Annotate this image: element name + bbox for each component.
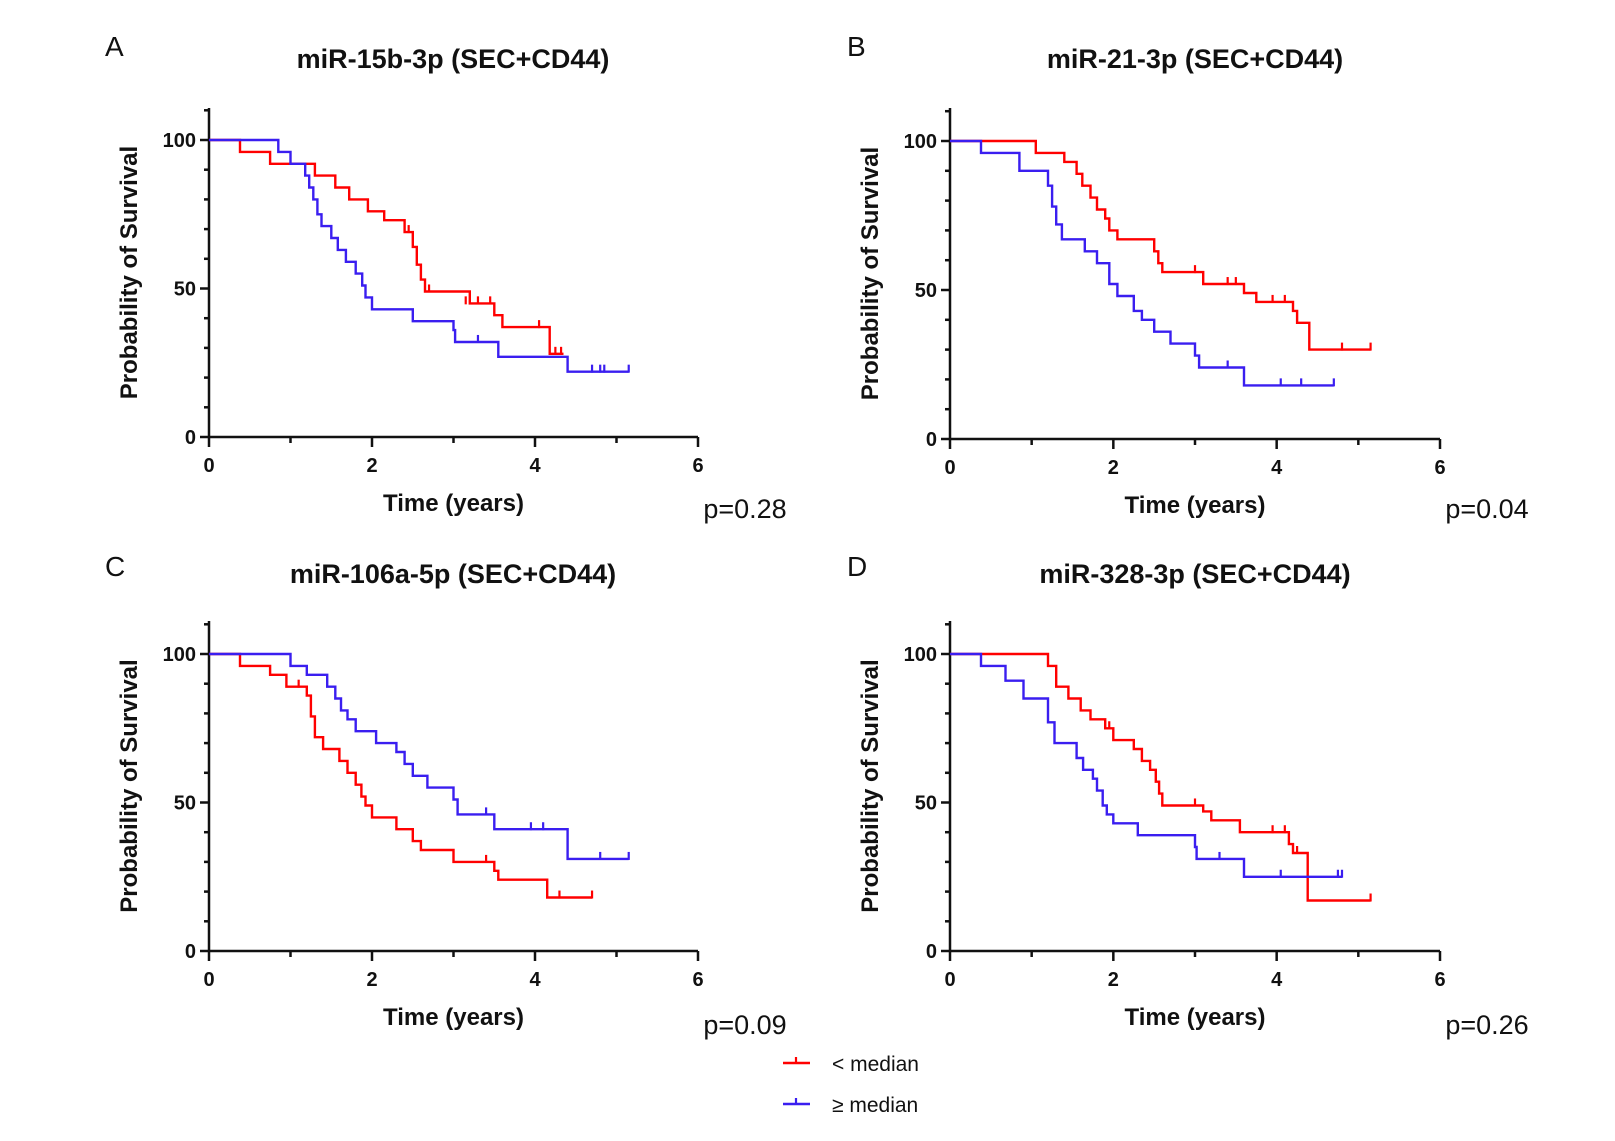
panel-title: miR-106a-5p (SEC+CD44)	[290, 559, 616, 589]
x-axis-label: Time (years)	[1125, 492, 1266, 519]
x-tick-label: 2	[1108, 969, 1119, 991]
x-tick-label: 6	[692, 455, 703, 477]
x-tick-label: 4	[529, 455, 541, 477]
x-tick-label: 0	[203, 969, 214, 991]
y-axis-label: Probability of Survival	[857, 147, 884, 400]
p-value: p=0.26	[1445, 1010, 1528, 1040]
x-tick-label: 0	[203, 455, 214, 477]
y-tick-label: 50	[174, 279, 196, 301]
x-tick-label: 6	[1434, 457, 1445, 479]
survival-curve-high	[209, 652, 629, 861]
x-tick-label: 4	[529, 969, 541, 991]
y-tick-label: 100	[904, 131, 937, 153]
x-tick-label: 4	[1271, 969, 1283, 991]
panel-letter: A	[105, 31, 124, 62]
survival-curve-high	[950, 139, 1334, 387]
x-axis-label: Time (years)	[383, 490, 524, 517]
y-axis-label: Probability of Survival	[116, 659, 143, 912]
legend-label-high: ≥ median	[832, 1094, 918, 1117]
x-axis-label: Time (years)	[383, 1004, 524, 1031]
survival-curve-low	[950, 652, 1371, 902]
y-tick-label: 100	[904, 644, 937, 666]
x-tick-label: 4	[1271, 457, 1283, 479]
y-axis-label: Probability of Survival	[857, 659, 884, 912]
y-tick-label: 0	[926, 941, 937, 963]
panel-letter: D	[847, 551, 867, 582]
y-tick-label: 50	[915, 280, 937, 302]
y-tick-label: 0	[926, 429, 937, 451]
survival-curve-low	[950, 139, 1371, 351]
p-value: p=0.09	[703, 1010, 786, 1040]
x-tick-label: 0	[944, 969, 955, 991]
legend-label-low: < median	[832, 1053, 919, 1076]
panel-letter: B	[847, 31, 866, 62]
p-value: p=0.28	[703, 494, 786, 524]
panel-title: miR-21-3p (SEC+CD44)	[1047, 44, 1343, 74]
y-tick-label: 100	[163, 644, 196, 666]
x-tick-label: 6	[1434, 969, 1445, 991]
x-tick-label: 2	[366, 455, 377, 477]
y-tick-label: 50	[915, 793, 937, 815]
x-axis-label: Time (years)	[1125, 1004, 1266, 1031]
survival-curve-low	[209, 138, 564, 355]
x-tick-label: 0	[944, 457, 955, 479]
y-tick-label: 50	[174, 793, 196, 815]
survival-curve-low	[209, 652, 592, 899]
y-tick-label: 0	[185, 941, 196, 963]
y-axis-label: Probability of Survival	[116, 146, 143, 399]
x-tick-label: 2	[366, 969, 377, 991]
y-tick-label: 100	[163, 130, 196, 152]
x-tick-label: 2	[1108, 457, 1119, 479]
legend: < median ≥ median	[783, 1053, 919, 1117]
y-tick-label: 0	[185, 427, 196, 449]
panel-title: miR-15b-3p (SEC+CD44)	[297, 44, 610, 74]
panel-title: miR-328-3p (SEC+CD44)	[1039, 559, 1350, 589]
x-tick-label: 6	[692, 969, 703, 991]
survival-curve-high	[209, 138, 629, 373]
p-value: p=0.04	[1445, 494, 1528, 524]
survival-curve-high	[950, 652, 1342, 878]
panel-letter: C	[105, 551, 125, 582]
